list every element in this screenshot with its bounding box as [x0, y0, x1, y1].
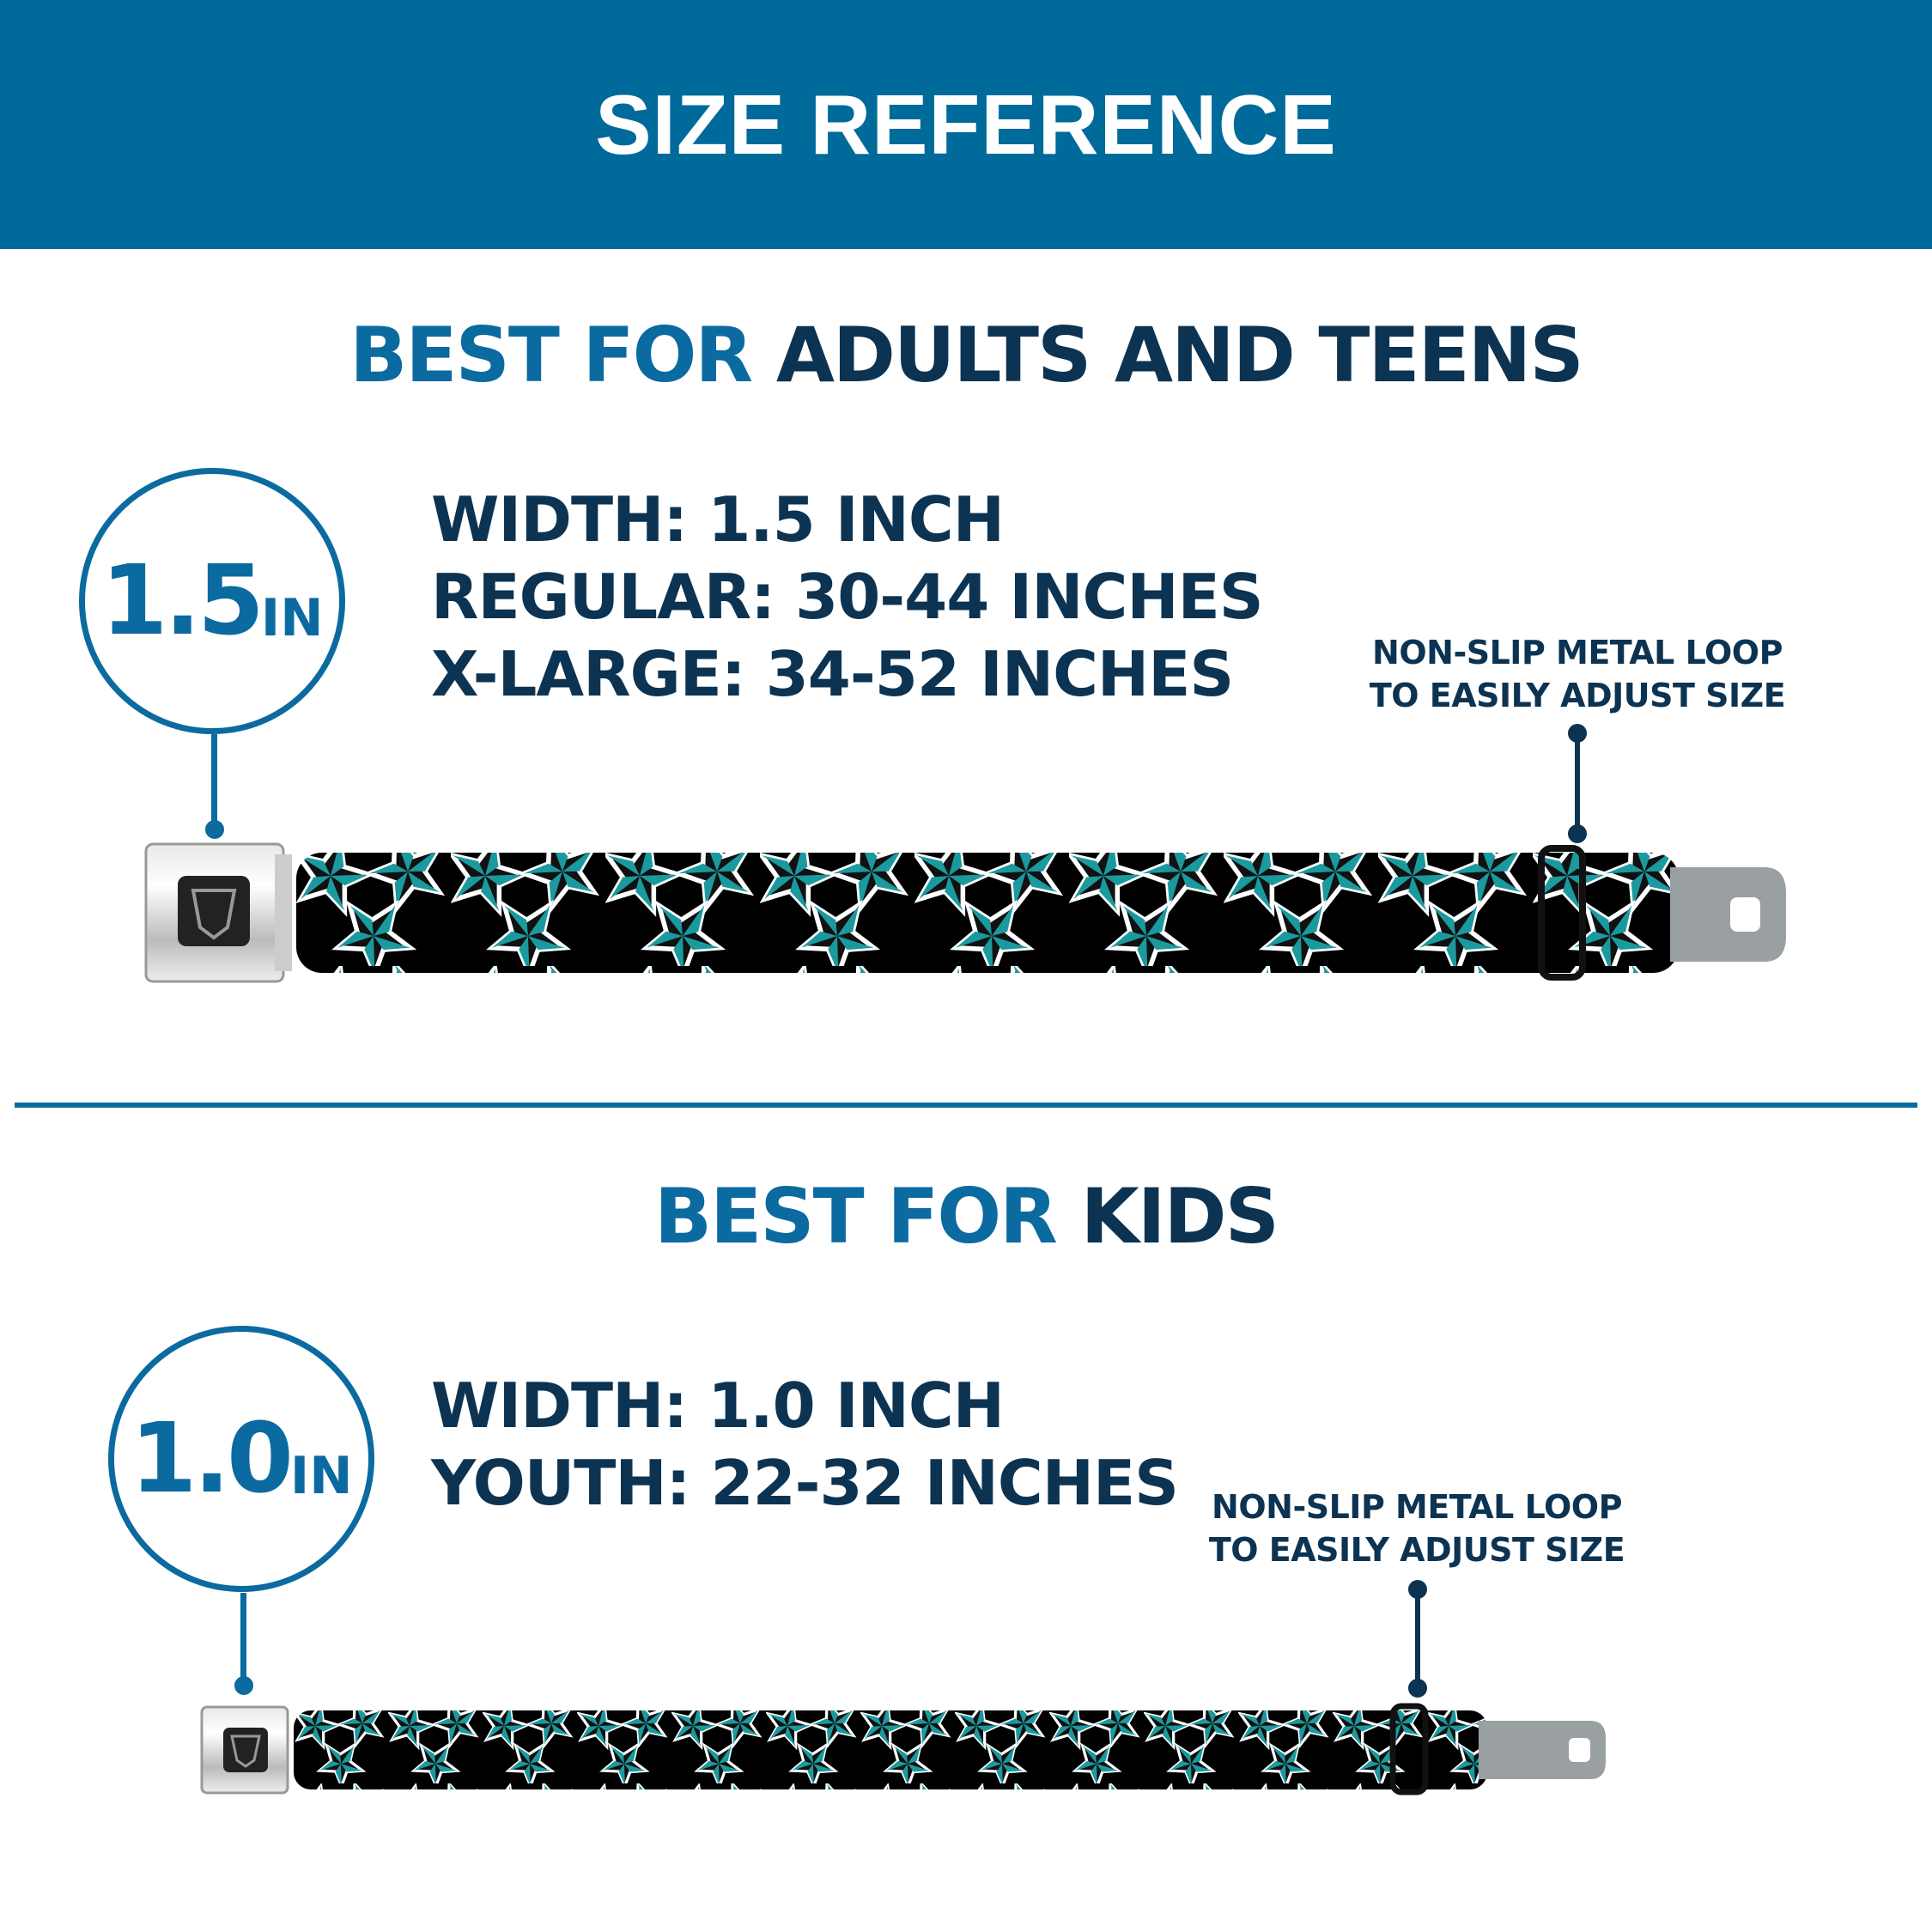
note-connector-line [1575, 730, 1580, 829]
adults-specs: WIDTH: 1.5 INCH REGULAR: 30-44 INCHES X-… [431, 483, 1264, 710]
metal-loop [1389, 1703, 1429, 1795]
badge-connector-line [211, 734, 217, 829]
buckle-logo-icon [178, 876, 250, 946]
metal-loop [1538, 845, 1586, 981]
belt-kids-image [200, 1703, 1606, 1795]
adults-heading: BEST FOR ADULTS AND TEENS [349, 311, 1583, 399]
belt-strap [294, 1710, 1487, 1789]
note-connector-line [1415, 1587, 1420, 1686]
note-connector-dot [1408, 1679, 1427, 1698]
buckle-logo-icon [223, 1728, 268, 1772]
width-badge-1-0: 1.0 IN [108, 1326, 374, 1592]
header-banner: SIZE REFERENCE [0, 0, 1932, 249]
belt-tongue [1670, 867, 1786, 962]
note-connector-dot [1568, 824, 1587, 843]
belt-adult-image [144, 842, 1786, 983]
belt-strap [296, 853, 1679, 973]
badge-connector-line [240, 1593, 246, 1687]
kids-specs: WIDTH: 1.0 INCH YOUTH: 22-32 INCHES [431, 1370, 1179, 1519]
kids-heading: BEST FOR KIDS [654, 1172, 1279, 1261]
badge-connector-dot [205, 820, 224, 839]
section-divider [15, 1103, 1917, 1108]
adults-loop-note: NON-SLIP METAL LOOP TO EASILY ADJUST SIZ… [1369, 634, 1786, 714]
width-badge-1-5: 1.5 IN [79, 468, 345, 734]
kids-loop-note: NON-SLIP METAL LOOP TO EASILY ADJUST SIZ… [1208, 1488, 1625, 1569]
page-title: SIZE REFERENCE [595, 76, 1337, 172]
badge-connector-dot [234, 1676, 253, 1695]
belt-tongue [1479, 1721, 1606, 1779]
